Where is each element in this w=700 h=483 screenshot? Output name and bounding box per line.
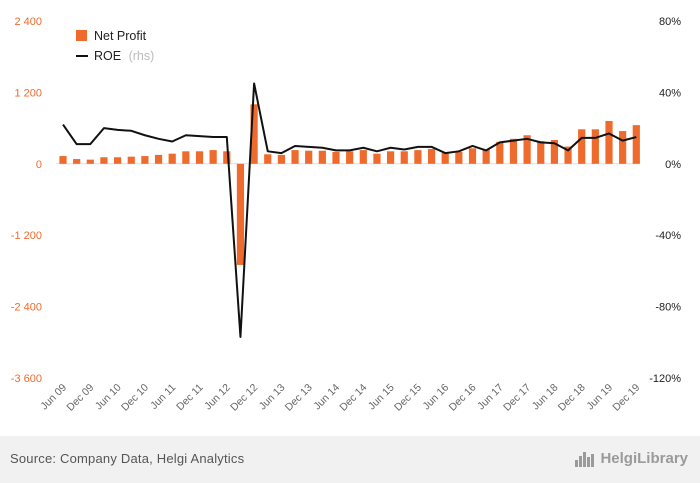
- net-profit-bar: [482, 149, 490, 164]
- net-profit-bar: [496, 141, 504, 164]
- net-profit-bar: [346, 151, 354, 164]
- net-profit-bar: [400, 151, 408, 164]
- left-tick-label: 2 400: [14, 16, 42, 28]
- x-tick-label: Dec 16: [447, 382, 479, 414]
- net-profit-bar: [537, 141, 545, 164]
- net-profit-bar: [73, 159, 81, 164]
- left-axis-ticks: 2 400 1 200 0 -1 200 -2 400 -3 600: [11, 16, 42, 385]
- net-profit-bar: [441, 153, 449, 164]
- net-profit-bar: [305, 150, 313, 164]
- net-profit-bar: [114, 157, 122, 164]
- net-profit-bar: [127, 156, 135, 164]
- net-profit-bar: [236, 163, 245, 265]
- legend-label-roe-name: ROE: [94, 49, 121, 63]
- net-profit-bar: [550, 140, 558, 164]
- x-tick-label: Dec 17: [501, 382, 533, 414]
- brand-logo: HelgiLibrary: [574, 448, 688, 468]
- x-tick-label: Dec 12: [228, 382, 260, 414]
- net-profit-bar: [523, 135, 531, 164]
- net-profit-bar: [223, 151, 231, 164]
- left-tick-label: 1 200: [14, 87, 42, 99]
- net-profit-bar: [619, 131, 627, 164]
- net-profit-bar: [468, 148, 477, 164]
- x-tick-label: Jun 10: [93, 382, 124, 413]
- legend-label-roe: ROE (rhs): [94, 49, 154, 63]
- net-profit-bar: [168, 153, 176, 164]
- x-tick-label: Jun 09: [38, 382, 69, 413]
- x-tick-label: Jun 11: [148, 382, 178, 412]
- legend-label-net-profit: Net Profit: [94, 29, 147, 43]
- net-profit-bar: [318, 150, 326, 164]
- net-profit-bar: [86, 159, 94, 164]
- net-profit-bar: [414, 150, 422, 164]
- net-profit-bar: [277, 154, 285, 164]
- net-profit-bar: [264, 154, 272, 164]
- left-tick-label: -2 400: [11, 302, 42, 314]
- x-tick-label: Jun 13: [257, 382, 288, 413]
- x-tick-label: Dec 11: [174, 382, 206, 414]
- legend-label-roe-suffix: (rhs): [129, 49, 155, 63]
- x-tick-label: Dec 14: [337, 382, 369, 414]
- right-axis-ticks: 80% 40% 0% -40% -80% -120%: [649, 16, 681, 385]
- net-profit-bar: [387, 151, 395, 164]
- source-note: Source: Company Data, Helgi Analytics: [10, 451, 245, 466]
- right-tick-label: 40%: [659, 87, 681, 99]
- right-tick-label: -80%: [655, 302, 681, 314]
- net-profit-bar: [359, 150, 367, 164]
- net-profit-bar: [195, 151, 204, 164]
- legend: Net Profit ROE (rhs): [76, 29, 154, 63]
- net-profit-bar: [427, 148, 436, 164]
- right-tick-label: 0%: [665, 159, 681, 171]
- roe-line: [62, 82, 637, 338]
- net-profit-bar: [100, 157, 108, 164]
- footer: Source: Company Data, Helgi Analytics He…: [0, 436, 700, 483]
- net-profit-bar: [455, 151, 463, 164]
- net-profit-bar: [564, 146, 572, 164]
- x-tick-label: Jun 12: [202, 382, 233, 413]
- x-tick-label: Dec 19: [610, 382, 642, 414]
- net-profit-bars: [59, 104, 640, 265]
- x-tick-label: Jun 14: [311, 382, 342, 413]
- x-tick-label: Jun 15: [366, 382, 397, 413]
- x-tick-label: Dec 10: [119, 382, 151, 414]
- left-tick-label: -3 600: [11, 373, 42, 385]
- left-tick-label: 0: [36, 159, 42, 171]
- x-tick-label: Dec 18: [556, 382, 588, 414]
- net-profit-bar: [632, 125, 640, 164]
- x-tick-label: Jun 19: [584, 382, 615, 413]
- helgi-library-icon: [575, 452, 595, 467]
- right-tick-label: -40%: [655, 230, 681, 242]
- right-tick-label: -120%: [649, 373, 681, 385]
- net-profit-bar: [209, 150, 217, 164]
- net-profit-bar: [154, 154, 163, 164]
- x-tick-label: Jun 16: [421, 382, 452, 413]
- x-tick-label: Jun 18: [530, 382, 561, 413]
- legend-swatch-net-profit: [76, 30, 87, 41]
- brand-name: HelgiLibrary: [600, 449, 688, 467]
- net-profit-bar: [578, 129, 586, 164]
- net-profit-bar: [291, 150, 299, 164]
- right-tick-label: 80%: [659, 16, 681, 28]
- x-tick-label: Dec 09: [64, 382, 96, 414]
- x-tick-label: Dec 15: [392, 382, 424, 414]
- net-profit-bar: [141, 156, 149, 164]
- net-profit-bar: [250, 104, 258, 164]
- chart: 2 400 1 200 0 -1 200 -2 400 -3 600 80% 40% 0% -4…: [11, 16, 681, 414]
- net-profit-bar: [373, 153, 381, 164]
- net-profit-bar: [509, 138, 518, 164]
- net-profit-bar: [605, 120, 613, 164]
- left-tick-label: -1 200: [11, 230, 42, 242]
- x-tick-label: Jun 17: [475, 382, 506, 413]
- net-profit-bar: [182, 151, 190, 164]
- net-profit-bar: [591, 129, 599, 164]
- net-profit-bar: [332, 151, 340, 164]
- x-tick-label: Dec 13: [283, 382, 315, 414]
- net-profit-bar: [59, 156, 67, 164]
